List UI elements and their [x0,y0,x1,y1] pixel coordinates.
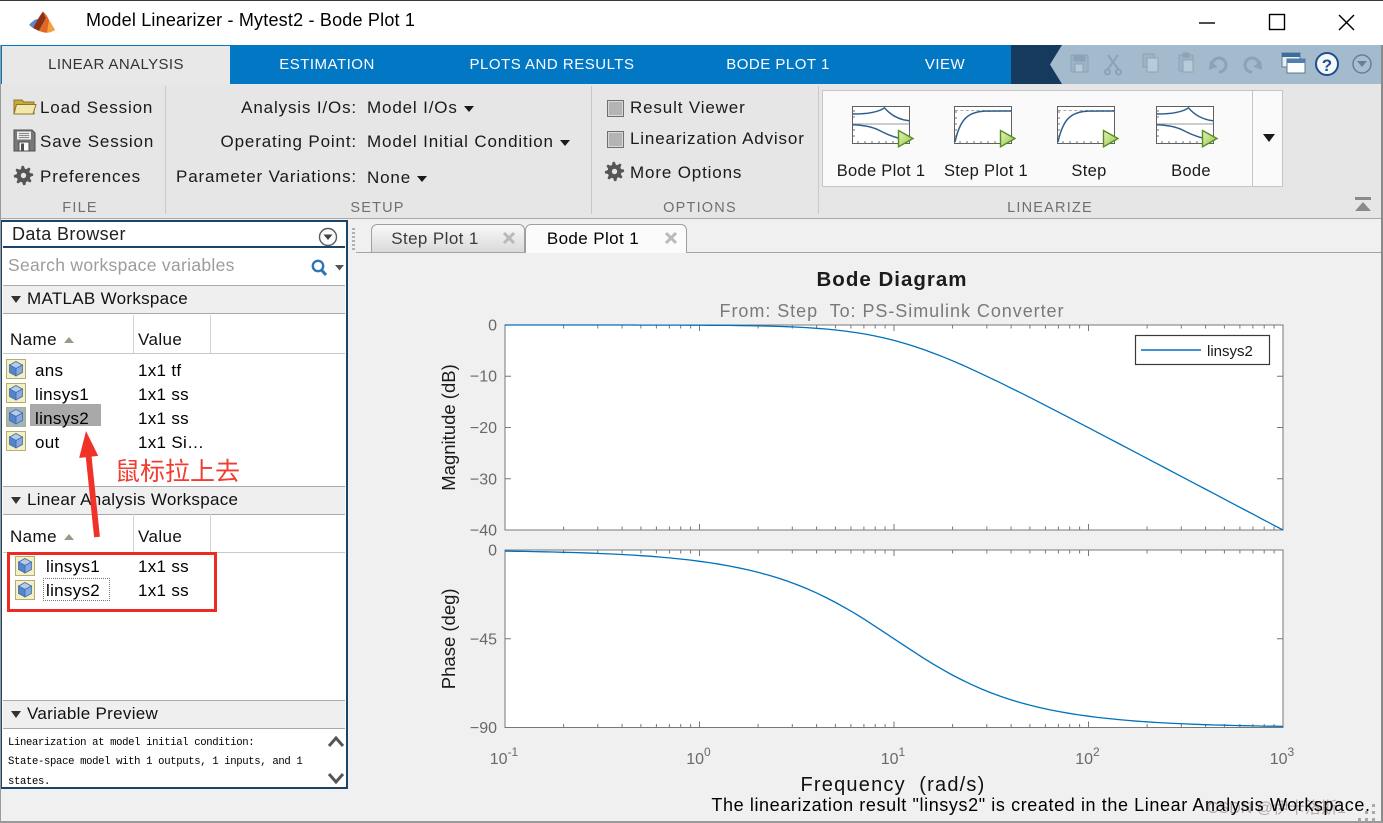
svg-text:?: ? [1322,56,1332,75]
svg-text:−40: −40 [470,523,497,540]
svg-text:linsys2: linsys2 [1207,343,1253,360]
svg-text:101: 101 [881,745,906,768]
svg-text:0: 0 [488,318,497,335]
svg-text:−90: −90 [470,720,497,737]
svg-text:−45: −45 [470,631,497,648]
svg-text:Magnitude (dB): Magnitude (dB) [438,364,459,490]
svg-text:100: 100 [686,745,711,768]
svg-text:−30: −30 [470,471,497,488]
svg-text:−10: −10 [470,369,497,386]
svg-text:Phase (deg): Phase (deg) [438,588,459,689]
svg-text:102: 102 [1075,745,1100,768]
svg-text:Bode Diagram: Bode Diagram [817,268,968,291]
svg-text:0: 0 [488,543,497,560]
svg-text:−20: −20 [470,420,497,437]
svg-text:103: 103 [1270,745,1295,768]
svg-text:10-1: 10-1 [490,745,519,768]
svg-text:From: Step To: PS-Simulink Co: From: Step To: PS-Simulink Converter [720,301,1065,321]
svg-text:Frequency (rad/s): Frequency (rad/s) [801,774,986,796]
